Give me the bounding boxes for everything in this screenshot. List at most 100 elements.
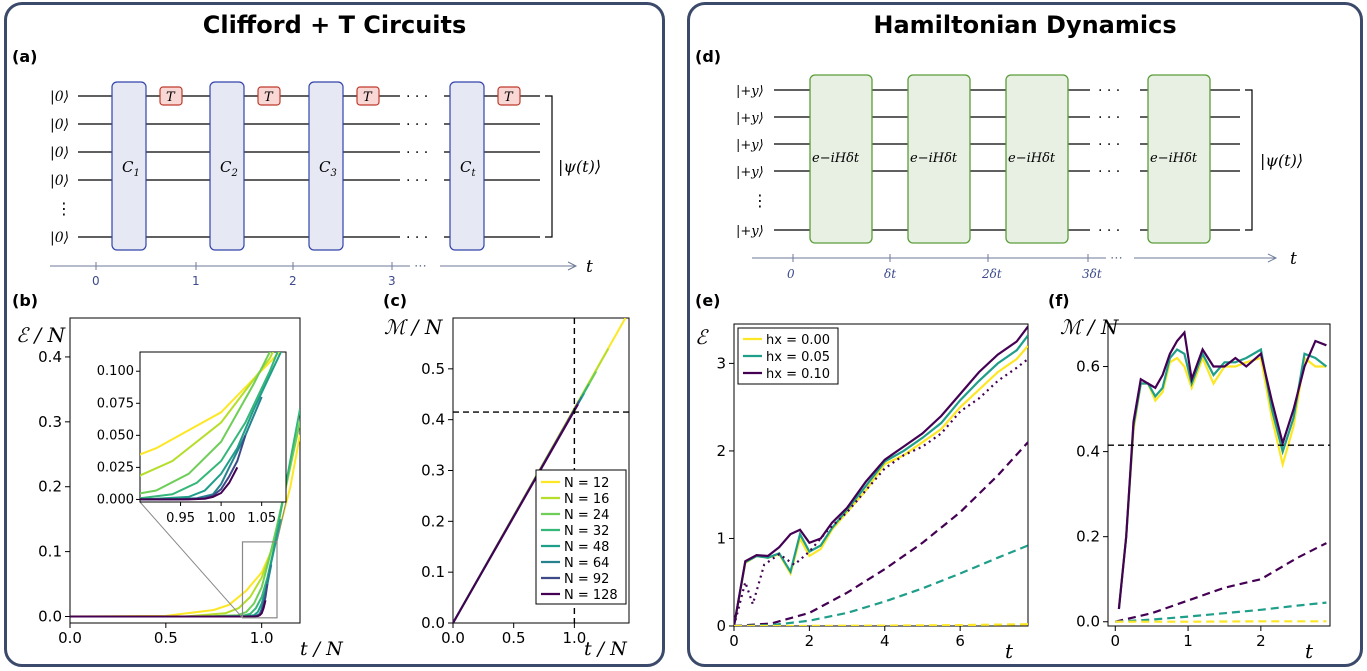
inset-y-tick-label: 0.000 <box>97 492 134 507</box>
legend-label: N = 128 <box>564 588 618 603</box>
x-tick-label: 2 <box>805 632 815 650</box>
x-tick-label: 0.0 <box>58 629 82 647</box>
clifford-gate <box>209 81 245 251</box>
series-line <box>70 564 273 618</box>
x-tick-label: 1.0 <box>250 629 274 647</box>
x-tick-label: 1 <box>1183 632 1193 650</box>
input-state: |0⟩ <box>50 145 69 161</box>
y-tick-label: 1 <box>716 529 726 547</box>
output-bracket <box>545 95 553 238</box>
plot-f: 0 1 2 0.0 0.2 0.4 0.6 <box>1076 323 1331 650</box>
clifford-gate <box>111 81 147 251</box>
t-gate <box>159 86 183 106</box>
wire-dots: · · · <box>1098 83 1120 99</box>
x-axis-label: t <box>1005 639 1014 663</box>
y-tick-label: 0 <box>716 617 726 635</box>
input-state: |+y⟩ <box>736 224 764 239</box>
hamiltonian-panel: Hamiltonian Dynamics <box>687 2 1363 667</box>
y-tick-label: 0.0 <box>421 614 445 632</box>
time-tick-label: 2δt <box>981 267 1002 281</box>
legend-label: hx = 0.00 <box>766 333 830 348</box>
plot-frame <box>1107 323 1331 627</box>
clifford-gate <box>449 81 485 251</box>
y-tick-label: 0.5 <box>421 360 445 378</box>
inset-x-tick-label: 1.05 <box>247 511 276 526</box>
wire-dots: · · · <box>406 89 428 105</box>
time-tick-label: 3δt <box>1082 267 1102 281</box>
y-axis-label: ℳ / N <box>384 315 444 339</box>
y-tick-label: 0.4 <box>1076 443 1100 461</box>
x-tick-label: 0 <box>1111 632 1121 650</box>
wire-gap <box>1090 80 1140 240</box>
output-state: |ψ(t)⟩ <box>558 157 601 176</box>
plot-c: 0.0 0.5 1.0 0.0 0.1 0.2 0.3 0.4 0.5 <box>421 317 630 647</box>
y-tick-label: 0.1 <box>421 563 445 581</box>
t-gate-label: T <box>264 90 274 105</box>
inset-y-tick-label: 0.025 <box>97 460 134 475</box>
t-gate <box>356 86 380 106</box>
series-line <box>734 345 1028 626</box>
y-tick-label: 3 <box>716 354 726 372</box>
inset-series-line <box>140 352 271 495</box>
clifford-panel: Clifford + T Circuits <box>4 2 665 667</box>
panel-label: (b) <box>12 291 38 310</box>
input-state: |0⟩ <box>50 117 69 133</box>
legend-label: N = 92 <box>564 572 609 587</box>
time-dots: ⋯ <box>414 259 427 274</box>
inset-series-line <box>140 396 263 501</box>
y-tick-label: 0.2 <box>38 478 62 496</box>
wire-dots: · · · <box>406 117 428 133</box>
series-line <box>70 583 269 618</box>
evolution-gate-label: e−iHδt <box>812 151 860 166</box>
y-tick-label: 0.6 <box>1076 358 1100 376</box>
wire-dots: · · · <box>406 230 428 246</box>
x-axis-label: t <box>1305 639 1314 663</box>
legend-label: hx = 0.10 <box>766 367 830 382</box>
inset-y-tick-label: 0.050 <box>97 428 134 443</box>
x-tick-label: 6 <box>955 632 965 650</box>
input-state: |0⟩ <box>50 230 69 246</box>
time-dots: ⋯ <box>1110 251 1123 266</box>
x-tick-label: 1.0 <box>562 629 586 647</box>
output-state: |ψ(t)⟩ <box>1260 151 1303 170</box>
x-axis-label: t / N <box>584 638 628 660</box>
t-gate <box>497 86 521 106</box>
wire-ellipsis: ⋮ <box>752 191 768 210</box>
time-symbol: t <box>1290 249 1297 269</box>
inset-y-tick-label: 0.100 <box>97 364 134 379</box>
input-state: |0⟩ <box>50 173 69 189</box>
y-tick-label: 0.0 <box>38 608 62 626</box>
series-line <box>70 518 282 618</box>
t-gate-label: T <box>504 90 514 105</box>
inset-series-line <box>140 352 279 500</box>
legend-label: N = 64 <box>564 556 609 571</box>
x-tick-label: 0 <box>729 632 739 650</box>
y-tick-label: 0.4 <box>38 348 62 366</box>
time-tick-label: 0 <box>787 267 795 281</box>
evolution-gate-label: e−iHδt <box>910 151 958 166</box>
series-line <box>70 600 267 618</box>
inset-series-line <box>140 352 274 477</box>
zoom-box <box>241 541 278 619</box>
gate-subscript: 1 <box>133 168 139 179</box>
time-symbol: t <box>586 257 593 277</box>
y-tick-label: 0.0 <box>1076 613 1100 631</box>
time-tick-label: δt <box>884 267 896 281</box>
evolution-gate-label: e−iHδt <box>1008 151 1056 166</box>
series-line <box>734 623 1028 626</box>
input-state: |+y⟩ <box>736 138 764 153</box>
t-gate <box>257 86 281 106</box>
inset-x-tick-label: 1.00 <box>207 511 236 526</box>
series-line <box>734 441 1028 626</box>
series-line <box>1117 355 1327 610</box>
legend-label: N = 48 <box>564 540 609 555</box>
wire-dots: · · · <box>1098 110 1120 126</box>
time-tick-label: 0 <box>92 274 100 288</box>
inset-x-tick-label: 0.95 <box>166 511 195 526</box>
time-arrow <box>567 261 578 271</box>
y-tick-label: 0.3 <box>421 462 445 480</box>
time-tick-label: 3 <box>388 274 396 288</box>
legend-label: N = 24 <box>564 508 609 523</box>
legend-label: N = 32 <box>564 524 609 539</box>
time-arrow <box>1267 253 1278 263</box>
